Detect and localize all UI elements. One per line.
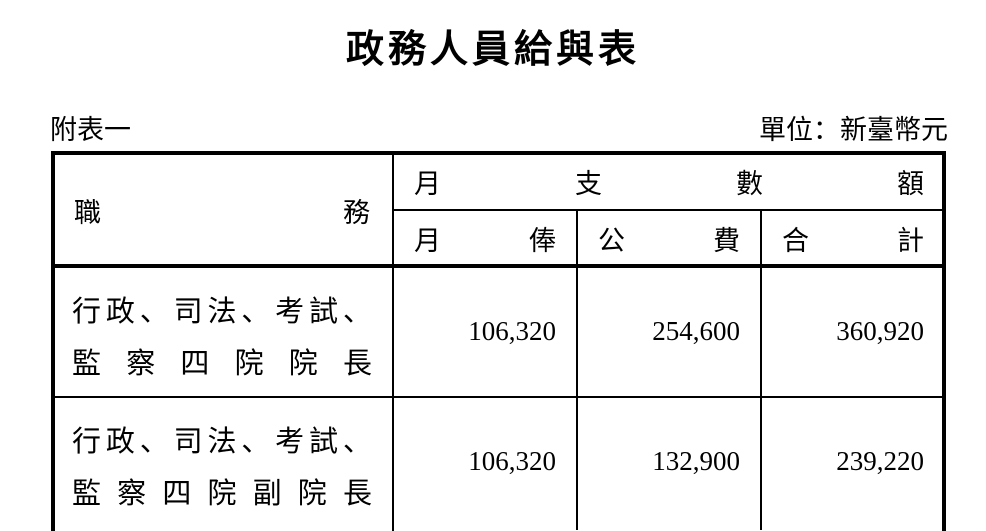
table-border-right [942, 151, 946, 531]
table-note: 附表一 [50, 115, 131, 145]
header-public-fee: 公費 [598, 225, 740, 256]
row-position-line2: 監察四院院長 [72, 348, 372, 380]
table-border-left [51, 151, 55, 531]
cell-public-fee: 254,600 [652, 316, 740, 346]
table-border-top [51, 151, 946, 155]
row-position-line1: 行政、司法、考試、 [72, 426, 372, 458]
cell-total: 239,220 [836, 446, 924, 476]
currency-unit: 單位：新臺幣元 [759, 115, 948, 145]
header-position-char: 職 [74, 197, 101, 228]
header-total: 合計 [782, 225, 924, 256]
column-divider [392, 151, 394, 531]
cell-public-fee: 132,900 [652, 446, 740, 476]
cell-salary: 106,320 [468, 316, 556, 346]
header-monthly-total: 月支數額 [414, 168, 924, 199]
header-position-char: 務 [343, 197, 370, 228]
cell-salary: 106,320 [468, 446, 556, 476]
header-divider [51, 264, 946, 268]
cell-total: 360,920 [836, 316, 924, 346]
page-title: 政務人員給與表 [345, 29, 640, 71]
column-divider [576, 210, 578, 530]
column-divider [760, 210, 762, 530]
header-subdivider [393, 209, 944, 211]
header-salary: 月俸 [414, 225, 556, 256]
row-position-line1: 行政、司法、考試、 [72, 296, 372, 328]
row-divider [51, 396, 946, 398]
row-position-line2: 監察四院副院長 [72, 478, 372, 510]
header-position: 職務 [74, 190, 370, 230]
